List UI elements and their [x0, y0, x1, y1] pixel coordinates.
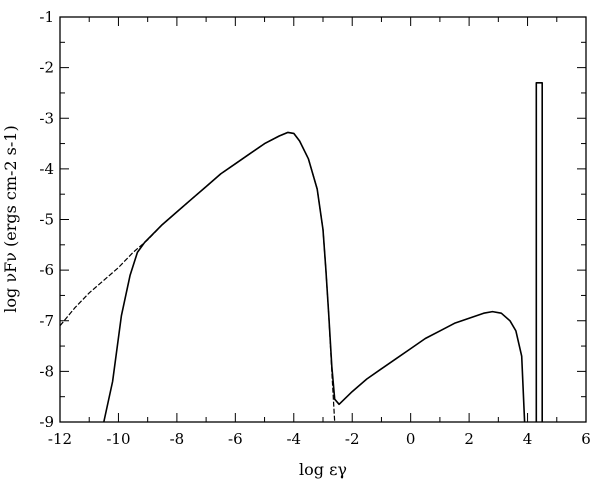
series-solid-line: [103, 131, 526, 423]
y-tick-label: -5: [39, 211, 54, 229]
y-axis-title: log νFν (ergs cm-2 s-1): [1, 125, 20, 312]
y-tick-label: -9: [39, 413, 54, 431]
x-tick-label: -4: [286, 430, 301, 448]
x-tick-label: 6: [581, 430, 591, 448]
x-tick-label: -10: [106, 430, 130, 448]
y-tick-label: -8: [39, 362, 54, 380]
y-tick-label: -2: [39, 59, 54, 77]
axis-ticks: [59, 16, 587, 423]
x-tick-label: -12: [48, 430, 72, 448]
series-group: [59, 82, 544, 423]
x-tick-label: 4: [523, 430, 533, 448]
plot-frame: [59, 16, 587, 423]
y-tick-label: -6: [39, 261, 54, 279]
x-tick-label: -6: [228, 430, 243, 448]
y-tick-label: -7: [39, 312, 54, 330]
series-box-line: [535, 82, 544, 422]
x-axis-title: log εγ: [299, 460, 347, 479]
x-tick-label: 0: [406, 430, 416, 448]
series-dashed-line: [59, 131, 336, 423]
y-tick-label: -4: [39, 160, 54, 178]
x-tick-label: 2: [464, 430, 474, 448]
x-tick-label: -8: [170, 430, 185, 448]
tick-labels: -12 -10 -8 -6 -4 -2 0 2 4 6 -9 -8 -7 -6 -5 -4 -3 -2 -1: [39, 8, 590, 448]
x-tick-label: -2: [345, 430, 360, 448]
y-tick-label: -3: [39, 109, 54, 127]
y-tick-label: -1: [39, 8, 54, 26]
